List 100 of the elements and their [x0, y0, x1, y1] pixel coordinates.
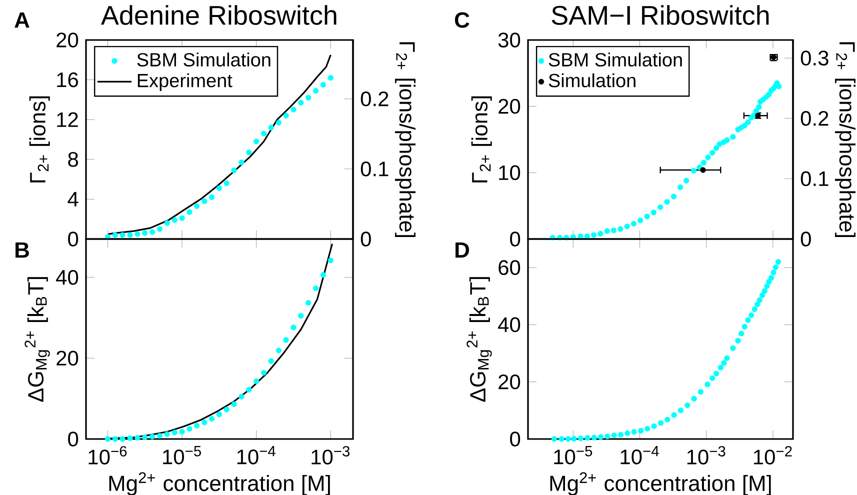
- y-axis-title: ΔG$_{Mg}$$^{2+}$ [k$_{B}$T]: [466, 277, 492, 402]
- point: [172, 217, 178, 223]
- point: [238, 394, 244, 400]
- point: [149, 434, 156, 440]
- point: [164, 431, 170, 437]
- point: [120, 436, 126, 442]
- point: [254, 138, 260, 144]
- y2-tick-label: 0.3: [800, 50, 828, 66]
- point: [283, 337, 289, 343]
- y-tick-label: 40: [56, 270, 78, 285]
- y-axis-title: Γ$_{2+}$ [ions]: [471, 96, 492, 182]
- point: [134, 434, 140, 441]
- x-tick-label: 10$^{−4}$: [237, 446, 276, 464]
- point: [142, 434, 148, 440]
- point: [283, 112, 289, 118]
- y-tick-label: 40: [498, 317, 520, 332]
- y-tick-label: 0: [68, 432, 78, 446]
- point: [156, 226, 163, 232]
- point: [208, 194, 215, 200]
- y-tick-label: 20: [498, 98, 520, 114]
- x-tick-label: 10$^{−6}$: [88, 446, 127, 464]
- point: [142, 230, 148, 236]
- legend-label: SBM Simulation: [548, 52, 682, 67]
- point: [290, 324, 296, 330]
- point: [216, 412, 222, 418]
- chart-title: Adenine Riboswitch: [100, 5, 336, 25]
- point: [179, 215, 185, 221]
- point: [149, 229, 156, 235]
- point: [306, 300, 312, 306]
- point: [112, 436, 118, 442]
- y-tick-label: 4: [68, 192, 78, 206]
- y-tick-label: 0: [510, 232, 520, 246]
- y2-tick-label: 0.1: [800, 171, 828, 186]
- point: [216, 185, 222, 192]
- y-tick-label: 20: [56, 350, 78, 366]
- legend-label: Simulation: [548, 73, 636, 88]
- point: [254, 378, 260, 384]
- point: [312, 88, 319, 94]
- legend-label: Experiment: [138, 73, 232, 92]
- legend-label: SBM Simulation: [137, 52, 270, 67]
- point: [306, 94, 312, 101]
- point: [246, 386, 252, 393]
- y2-tick-label: 0: [800, 232, 811, 246]
- point: [202, 420, 208, 426]
- x-axis-title: Mg$^{2+}$ concentration [M]: [550, 472, 771, 495]
- point: [260, 370, 267, 376]
- point: [231, 168, 237, 174]
- text: A: [14, 12, 30, 28]
- y-tick-label: 10: [499, 165, 520, 180]
- point: [186, 426, 192, 432]
- x-tick-label: 10$^{−3}$: [687, 446, 726, 464]
- point: [276, 348, 282, 354]
- point: [104, 436, 111, 442]
- x-tick-label: 10$^{−5}$: [554, 446, 592, 464]
- point: [172, 430, 178, 436]
- y-tick-label: 30: [498, 32, 520, 48]
- point: [156, 432, 163, 439]
- point: [298, 100, 304, 106]
- y2-axis-title: Γ$_{2+}$ [ions/phosphate]: [835, 42, 856, 238]
- point: [179, 428, 185, 435]
- y-axis-title: Γ$_{2+}$ [ions]: [29, 96, 50, 182]
- point: [320, 82, 326, 88]
- chart-title: SAM−I Riboswitch: [552, 5, 769, 25]
- x-axis-title: Mg$^{2+}$ concentration [M]: [109, 472, 330, 495]
- point: [276, 120, 282, 126]
- point: [164, 220, 170, 226]
- point: [268, 358, 274, 364]
- point: [320, 272, 326, 278]
- x-tick-label: 10$^{−4}$: [620, 446, 659, 464]
- text: B: [16, 242, 29, 258]
- y2-tick-label: 0.2: [800, 110, 828, 126]
- text: C: [454, 12, 470, 28]
- point: [312, 285, 319, 292]
- y-tick-label: 0: [68, 232, 78, 246]
- y-tick-label: 20: [498, 374, 520, 390]
- point: [112, 232, 118, 238]
- point: [127, 435, 133, 442]
- point: [260, 130, 267, 136]
- y2-tick-label: 0.2: [360, 91, 388, 106]
- point: [134, 231, 140, 237]
- point: [246, 150, 252, 156]
- y2-tick-label: 0: [360, 232, 371, 246]
- y-tick-label: 60: [498, 260, 520, 276]
- point: [224, 180, 230, 186]
- point: [290, 106, 296, 112]
- point: [194, 203, 200, 209]
- point: [186, 209, 192, 215]
- point: [238, 160, 244, 166]
- y-tick-label: 16: [57, 72, 78, 88]
- y2-axis-title: Γ$_{2+}$ [ions/phosphate]: [395, 42, 416, 238]
- point: [120, 232, 126, 238]
- y-tick-label: 12: [57, 112, 78, 127]
- y-tick-label: 20: [56, 32, 78, 48]
- point: [328, 258, 334, 264]
- point: [231, 401, 237, 408]
- point: [298, 312, 304, 319]
- x-tick-label: 10$^{−2}$: [754, 446, 792, 464]
- y-axis-title: ΔG$_{Mg}$$^{2+}$ [k$_{B}$T]: [24, 277, 50, 402]
- point: [328, 74, 334, 81]
- x-tick-label: 10$^{−3}$: [312, 446, 350, 464]
